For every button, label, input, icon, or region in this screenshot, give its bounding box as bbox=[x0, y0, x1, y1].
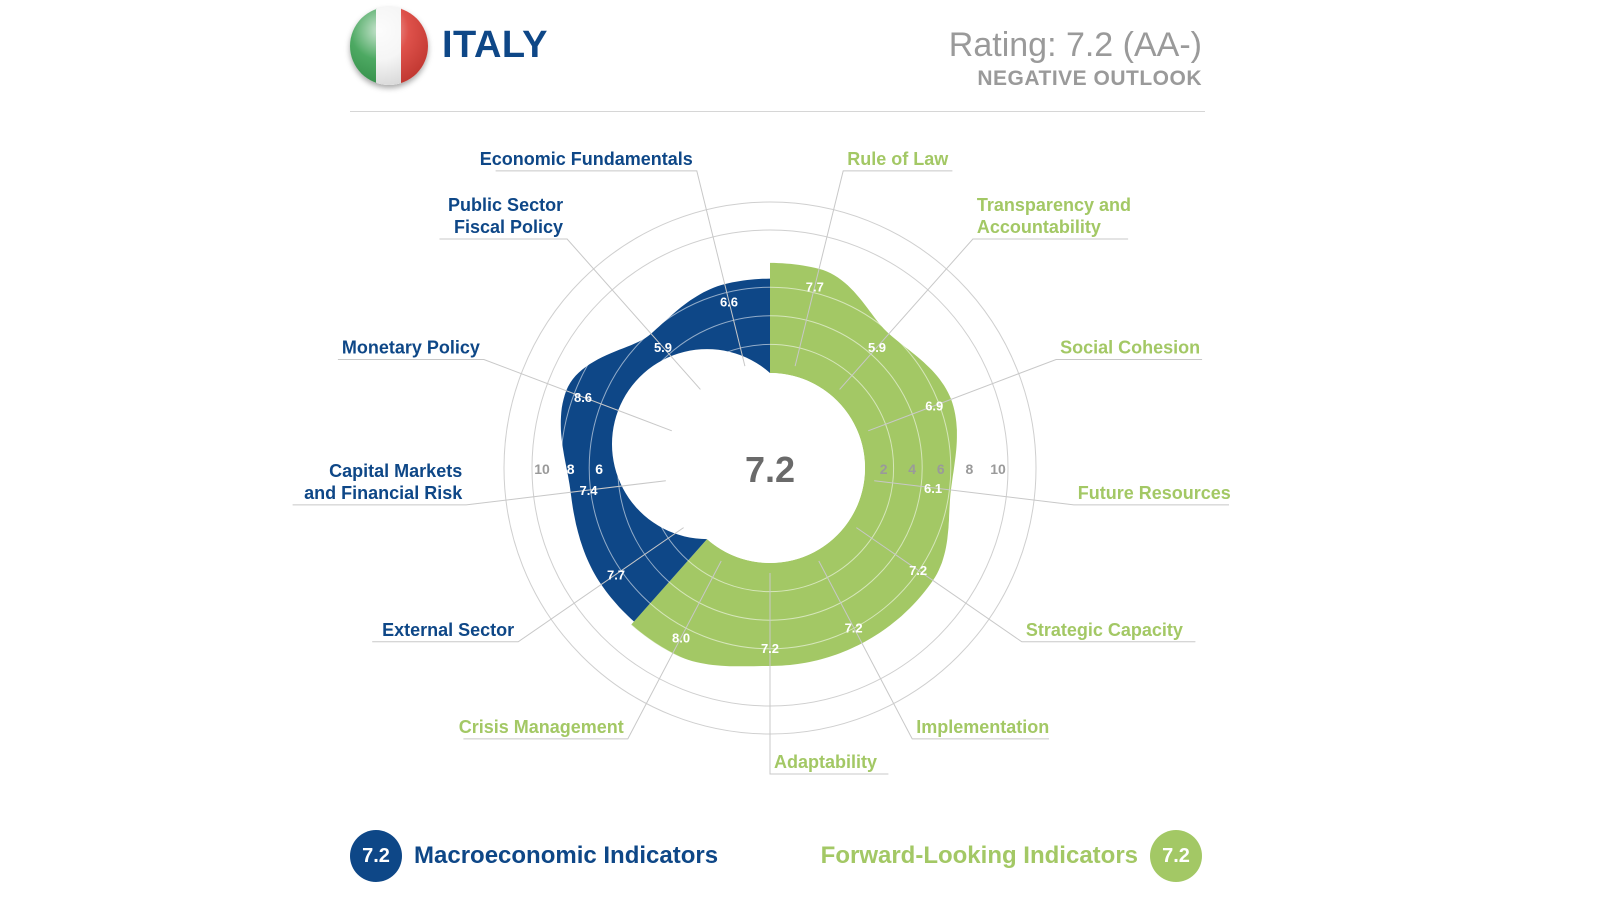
tick-label-right-8: 8 bbox=[966, 461, 974, 477]
tick-label-left-8: 8 bbox=[567, 461, 575, 477]
category-label-transparency-and-accountability-line2: Accountability bbox=[977, 217, 1101, 237]
legend-forward-badge: 7.2 bbox=[1150, 830, 1202, 882]
value-label-crisis-management: 8.0 bbox=[672, 630, 690, 645]
value-label-transparency-and-accountability: 5.9 bbox=[868, 340, 886, 355]
category-label-external-sector: External Sector bbox=[382, 620, 514, 640]
center-hole bbox=[675, 373, 865, 563]
leader-future-resources bbox=[874, 480, 1229, 506]
category-label-capital-markets-and-financial-risk-line1: Capital Markets bbox=[329, 461, 462, 481]
tick-label-right-6: 6 bbox=[937, 461, 945, 477]
tick-label-left-2: 2 bbox=[653, 461, 661, 477]
category-label-transparency-and-accountability-line1: Transparency and bbox=[977, 195, 1131, 215]
value-label-public-sector-fiscal-policy: 5.9 bbox=[654, 340, 672, 355]
value-label-rule-of-law: 7.7 bbox=[806, 279, 824, 294]
category-label-capital-markets-and-financial-risk-line2: and Financial Risk bbox=[304, 483, 463, 503]
category-label-social-cohesion: Social Cohesion bbox=[1060, 337, 1200, 357]
leader-monetary-policy bbox=[337, 359, 672, 432]
value-label-social-cohesion: 6.9 bbox=[925, 399, 943, 414]
category-label-strategic-capacity: Strategic Capacity bbox=[1026, 620, 1183, 640]
leader-rule-of-law bbox=[794, 170, 953, 367]
value-label-external-sector: 7.7 bbox=[607, 567, 625, 582]
leader-capital-markets-and-financial-risk bbox=[292, 480, 666, 506]
italy-flag-icon bbox=[350, 7, 428, 85]
category-label-rule-of-law: Rule of Law bbox=[847, 149, 949, 169]
leader-external-sector bbox=[372, 527, 684, 643]
value-label-strategic-capacity: 7.2 bbox=[909, 563, 927, 578]
category-label-adaptability: Adaptability bbox=[774, 752, 877, 772]
leader-implementation bbox=[818, 560, 1049, 740]
value-label-capital-markets-and-financial-risk: 7.4 bbox=[579, 483, 598, 498]
leader-strategic-capacity bbox=[856, 527, 1196, 643]
leader-crisis-management bbox=[463, 560, 722, 740]
tick-label-right-2: 2 bbox=[880, 461, 888, 477]
forward-area bbox=[631, 262, 957, 667]
category-label-public-sector-fiscal-policy-line1: Public Sector bbox=[448, 195, 563, 215]
leader-social-cohesion bbox=[868, 359, 1203, 432]
tick-label-left-6: 6 bbox=[595, 461, 603, 477]
value-label-monetary-policy: 8.6 bbox=[574, 390, 592, 405]
category-label-monetary-policy: Monetary Policy bbox=[342, 337, 480, 357]
category-label-crisis-management: Crisis Management bbox=[459, 717, 624, 737]
leader-transparency-and-accountability bbox=[839, 238, 1129, 390]
leader-public-sector-fiscal-policy bbox=[439, 238, 701, 390]
leader-adaptability bbox=[769, 573, 889, 775]
legend-macro-badge: 7.2 bbox=[350, 830, 402, 882]
rating-label: Rating: 7.2 (AA-) bbox=[948, 26, 1202, 64]
outlook-label: NEGATIVE OUTLOOK bbox=[977, 67, 1202, 90]
value-label-future-resources: 6.1 bbox=[924, 481, 942, 496]
legend-macro-label: Macroeconomic Indicators bbox=[414, 842, 719, 869]
tick-label-left-10: 10 bbox=[534, 461, 550, 477]
category-label-future-resources: Future Resources bbox=[1078, 483, 1231, 503]
category-label-implementation: Implementation bbox=[916, 717, 1049, 737]
tick-label-right-10: 10 bbox=[990, 461, 1006, 477]
category-label-public-sector-fiscal-policy-line2: Fiscal Policy bbox=[454, 217, 563, 237]
legend-forward: Forward-Looking Indicators 7.2 bbox=[821, 830, 1202, 882]
leader-economic-fundamentals bbox=[495, 170, 746, 367]
value-label-adaptability: 7.2 bbox=[761, 641, 779, 656]
macro-area bbox=[560, 278, 770, 622]
category-label-economic-fundamentals: Economic Fundamentals bbox=[480, 149, 693, 169]
value-label-economic-fundamentals: 6.6 bbox=[720, 295, 738, 310]
legend-forward-label: Forward-Looking Indicators bbox=[820, 842, 1138, 869]
tick-label-right-4: 4 bbox=[908, 461, 916, 477]
legend-macro: 7.2 Macroeconomic Indicators bbox=[350, 830, 718, 882]
value-label-implementation: 7.2 bbox=[845, 620, 863, 635]
tick-label-left-4: 4 bbox=[624, 461, 632, 477]
country-title: ITALY bbox=[442, 24, 548, 66]
center-value: 7.2 bbox=[745, 449, 795, 490]
header-divider bbox=[350, 111, 1205, 112]
